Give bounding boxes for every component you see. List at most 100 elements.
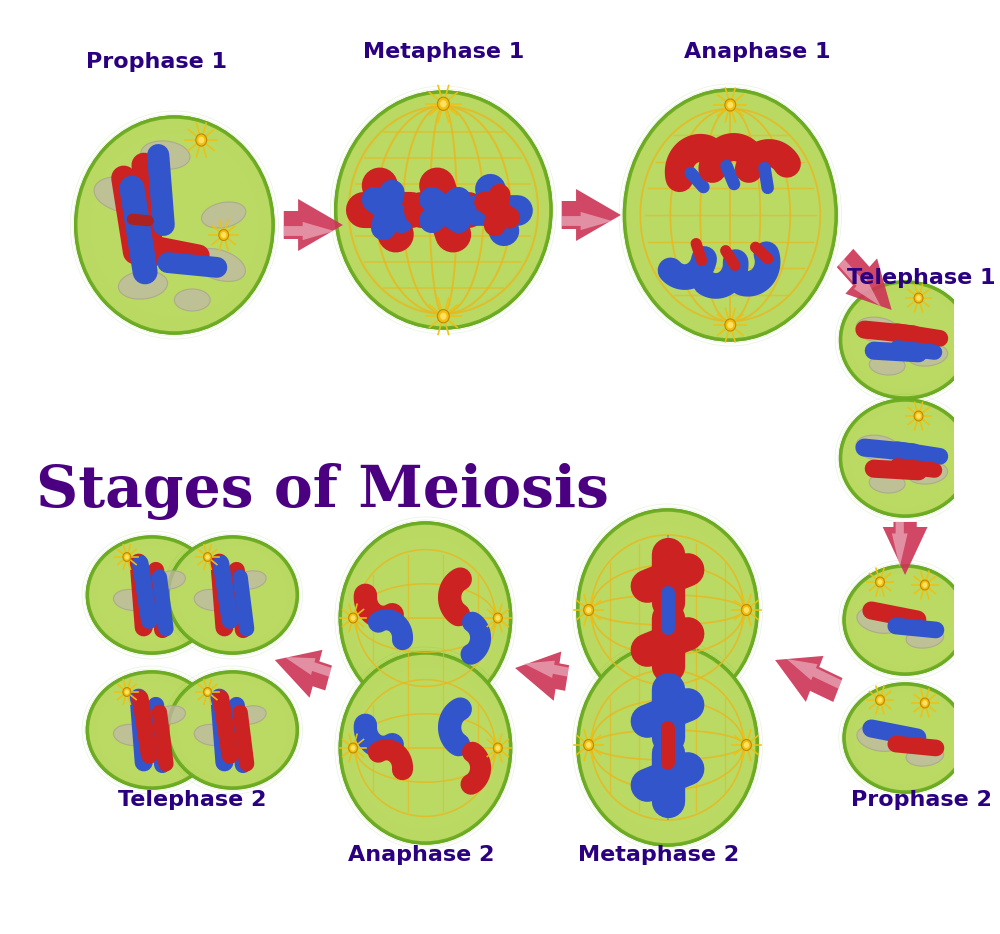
Ellipse shape — [578, 645, 757, 845]
Text: Telephase 1: Telephase 1 — [847, 268, 996, 288]
Circle shape — [437, 97, 449, 110]
Ellipse shape — [87, 672, 217, 788]
Circle shape — [495, 616, 500, 621]
Circle shape — [204, 553, 211, 561]
Circle shape — [744, 607, 749, 613]
Circle shape — [741, 604, 751, 616]
Ellipse shape — [336, 92, 551, 328]
Circle shape — [920, 698, 929, 708]
Circle shape — [221, 232, 226, 238]
Circle shape — [920, 580, 929, 590]
Circle shape — [125, 555, 129, 559]
Ellipse shape — [844, 566, 966, 674]
Ellipse shape — [853, 574, 957, 666]
Ellipse shape — [869, 355, 905, 375]
Ellipse shape — [178, 545, 288, 644]
Ellipse shape — [850, 290, 960, 389]
Ellipse shape — [97, 545, 207, 644]
Circle shape — [922, 700, 927, 706]
Ellipse shape — [113, 589, 151, 611]
Circle shape — [440, 313, 447, 319]
Circle shape — [205, 555, 210, 559]
FancyArrow shape — [284, 222, 334, 240]
Ellipse shape — [76, 117, 273, 333]
Ellipse shape — [174, 289, 210, 311]
FancyArrow shape — [515, 652, 569, 700]
Circle shape — [914, 411, 923, 421]
Ellipse shape — [193, 248, 245, 281]
FancyArrow shape — [787, 659, 842, 688]
Ellipse shape — [857, 725, 903, 751]
Ellipse shape — [857, 606, 903, 633]
FancyArrow shape — [892, 522, 908, 567]
Ellipse shape — [907, 344, 948, 366]
Ellipse shape — [235, 571, 266, 589]
Ellipse shape — [194, 725, 232, 745]
Text: Metaphase 2: Metaphase 2 — [578, 845, 739, 865]
Ellipse shape — [91, 134, 258, 317]
Ellipse shape — [841, 400, 970, 516]
Circle shape — [493, 743, 502, 753]
Ellipse shape — [591, 660, 744, 830]
Circle shape — [878, 698, 882, 702]
Ellipse shape — [578, 510, 757, 710]
Circle shape — [351, 616, 355, 621]
Ellipse shape — [844, 684, 966, 792]
Ellipse shape — [168, 672, 297, 788]
FancyArrow shape — [284, 199, 343, 251]
Ellipse shape — [841, 282, 970, 398]
FancyArrow shape — [284, 657, 331, 676]
Ellipse shape — [87, 537, 217, 653]
Circle shape — [440, 100, 447, 107]
Circle shape — [916, 295, 921, 301]
Ellipse shape — [141, 141, 190, 169]
FancyArrow shape — [775, 656, 842, 702]
Ellipse shape — [340, 653, 511, 843]
Text: Anaphase 1: Anaphase 1 — [684, 42, 830, 62]
Ellipse shape — [154, 706, 185, 724]
Ellipse shape — [578, 645, 757, 845]
Ellipse shape — [340, 653, 511, 843]
Text: Prophase 1: Prophase 1 — [86, 52, 227, 72]
Circle shape — [123, 553, 131, 561]
Circle shape — [741, 740, 751, 751]
Ellipse shape — [853, 692, 957, 784]
Ellipse shape — [340, 523, 511, 713]
Circle shape — [349, 613, 357, 623]
Circle shape — [198, 136, 204, 143]
Circle shape — [744, 742, 749, 748]
Ellipse shape — [118, 271, 168, 299]
Text: Telephase 2: Telephase 2 — [118, 790, 266, 810]
Ellipse shape — [624, 90, 836, 340]
Circle shape — [586, 607, 591, 613]
Circle shape — [495, 745, 500, 751]
Circle shape — [727, 102, 733, 108]
Circle shape — [725, 318, 736, 331]
Ellipse shape — [202, 202, 246, 228]
Ellipse shape — [168, 537, 297, 653]
Circle shape — [123, 687, 131, 697]
Ellipse shape — [844, 684, 966, 792]
Circle shape — [914, 293, 923, 303]
Ellipse shape — [87, 537, 217, 653]
Ellipse shape — [178, 681, 288, 779]
Ellipse shape — [906, 628, 944, 648]
Text: Metaphase 1: Metaphase 1 — [363, 42, 524, 62]
Circle shape — [125, 689, 129, 694]
Circle shape — [878, 579, 882, 585]
Ellipse shape — [168, 537, 297, 653]
Text: Prophase 2: Prophase 2 — [851, 790, 992, 810]
Ellipse shape — [97, 681, 207, 779]
Ellipse shape — [578, 510, 757, 710]
Circle shape — [204, 687, 211, 697]
Ellipse shape — [906, 746, 944, 766]
Ellipse shape — [76, 117, 273, 333]
Ellipse shape — [194, 589, 232, 611]
Circle shape — [205, 689, 210, 694]
Circle shape — [727, 321, 733, 328]
Circle shape — [725, 99, 736, 111]
Ellipse shape — [844, 566, 966, 674]
Circle shape — [196, 134, 207, 146]
Circle shape — [876, 577, 884, 587]
Circle shape — [349, 743, 357, 753]
